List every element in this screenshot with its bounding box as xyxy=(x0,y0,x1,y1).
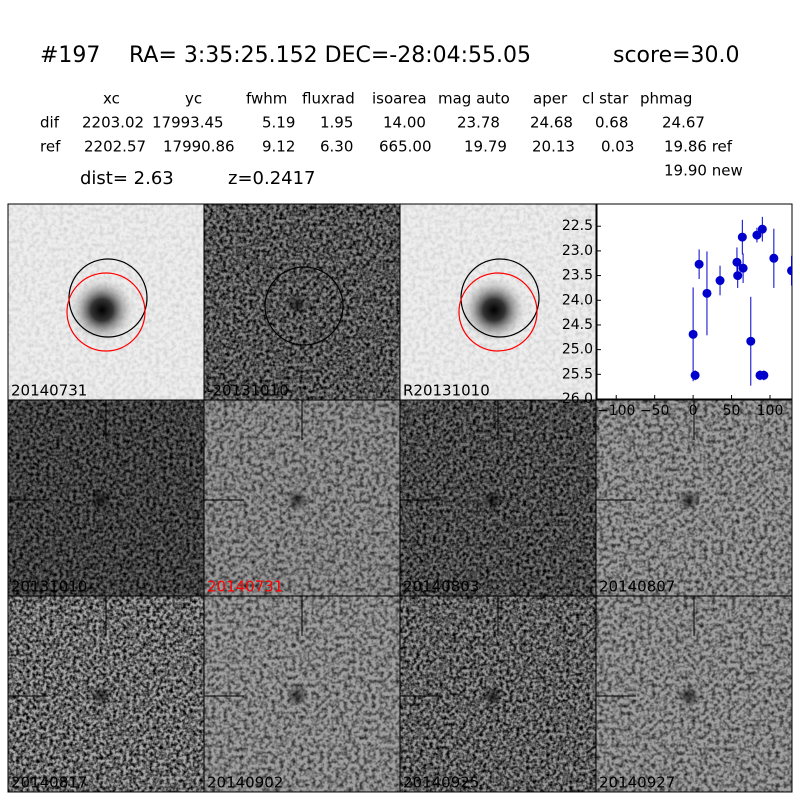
cell: 19.79 xyxy=(464,138,507,156)
point xyxy=(737,232,747,242)
column-header: yc xyxy=(185,90,202,108)
y-tick-label: 23.0 xyxy=(562,243,593,259)
new-mag: 19.90 new xyxy=(664,162,743,180)
column-header: isoarea xyxy=(372,90,427,108)
column-header: fluxrad xyxy=(302,90,355,108)
point xyxy=(694,259,704,269)
galaxy xyxy=(66,274,138,346)
source xyxy=(286,293,308,315)
x-tick-label: 0 xyxy=(689,403,698,419)
column-header: cl star xyxy=(582,90,629,108)
source xyxy=(678,489,700,511)
point xyxy=(738,263,748,273)
cell: 19.86 ref xyxy=(664,138,733,156)
column-header: phmag xyxy=(640,90,692,108)
point xyxy=(769,253,779,263)
cell: 9.12 xyxy=(262,138,295,156)
panel-label: 20140817 xyxy=(11,774,87,792)
panel-label: 20140807 xyxy=(599,578,675,596)
point xyxy=(752,230,762,240)
panel-label: 20140902 xyxy=(207,774,283,792)
redshift: z=0.2417 xyxy=(228,168,316,189)
cell: 1.95 xyxy=(320,114,353,132)
cell: 24.68 xyxy=(530,114,573,132)
point xyxy=(715,276,725,286)
point xyxy=(757,224,767,234)
source xyxy=(286,685,308,707)
y-tick-label: 24.0 xyxy=(562,292,593,308)
y-tick-label: 24.5 xyxy=(562,317,593,333)
source xyxy=(678,685,700,707)
cell: 0.03 xyxy=(601,138,634,156)
point xyxy=(733,271,743,281)
source xyxy=(90,685,112,707)
coordinates: RA= 3:35:25.152 DEC=-28:04:55.05 xyxy=(129,43,531,68)
cell: 0.68 xyxy=(595,114,628,132)
light-curve: 22.5 23.0 23.5 24.0 24.5 25.0 25.5 26.0−100 −50 0… xyxy=(562,203,793,419)
panel-label: R20131010 xyxy=(403,382,490,400)
table: xc yc fwhm fluxrad isoarea mag auto aper cl sta… xyxy=(40,90,733,156)
x-tick-label: 100 xyxy=(757,403,784,419)
panel-label: 20140925 xyxy=(403,774,479,792)
point xyxy=(787,266,792,276)
panel-label: 20140731 xyxy=(207,578,283,596)
x-tick-label: −100 xyxy=(597,403,635,419)
column-header: mag auto xyxy=(438,90,510,108)
panel-frame xyxy=(595,595,793,793)
y-tick-label: 22.5 xyxy=(562,218,593,234)
cell: 23.78 xyxy=(457,114,500,132)
row-label: ref xyxy=(40,138,61,156)
image-grid: 20140731 -20131010 R20131010 20131010 201407… xyxy=(7,203,793,793)
cell: 6.30 xyxy=(320,138,353,156)
row-label: dif xyxy=(40,114,60,132)
y-tick-label: 23.5 xyxy=(562,268,593,284)
cell: 20.13 xyxy=(532,138,575,156)
source xyxy=(482,685,504,707)
cell: 5.19 xyxy=(262,114,295,132)
cell: 14.00 xyxy=(383,114,426,132)
aperture-red xyxy=(458,272,538,352)
distance: dist= 2.63 xyxy=(80,168,174,189)
panel-label: 20131010 xyxy=(11,578,87,596)
panel-label: 20140803 xyxy=(403,578,479,596)
points xyxy=(688,216,792,386)
cell: 665.00 xyxy=(379,138,432,156)
x-tick-label: 50 xyxy=(723,403,741,419)
column-header: xc xyxy=(103,90,120,108)
cell: 2203.02 xyxy=(82,114,144,132)
column-header: aper xyxy=(533,90,568,108)
point xyxy=(746,336,756,346)
cell: 2202.57 xyxy=(84,138,146,156)
point xyxy=(732,257,742,267)
point xyxy=(702,288,712,298)
panel-label: 20140731 xyxy=(11,382,87,400)
cell: 24.67 xyxy=(662,114,705,132)
point xyxy=(690,370,700,380)
y-tick-label: 26.0 xyxy=(562,391,593,407)
source xyxy=(482,489,504,511)
source xyxy=(286,489,308,511)
point xyxy=(688,329,698,339)
score: score=30.0 xyxy=(613,43,740,68)
column-header: fwhm xyxy=(246,90,287,108)
y-tick-label: 25.5 xyxy=(562,366,593,382)
galaxy xyxy=(458,274,530,346)
object-id: #197 xyxy=(40,43,100,68)
cell: 17990.86 xyxy=(163,138,235,156)
aperture-red xyxy=(66,272,146,352)
x-tick-label: −50 xyxy=(640,403,670,419)
source xyxy=(90,489,112,511)
panel-label: 20140927 xyxy=(599,774,675,792)
y-tick-label: 25.0 xyxy=(562,342,593,358)
panel-label: -20131010 xyxy=(207,382,289,400)
aperture-black xyxy=(264,266,344,346)
point xyxy=(759,370,769,380)
cell: 17993.45 xyxy=(152,114,224,132)
